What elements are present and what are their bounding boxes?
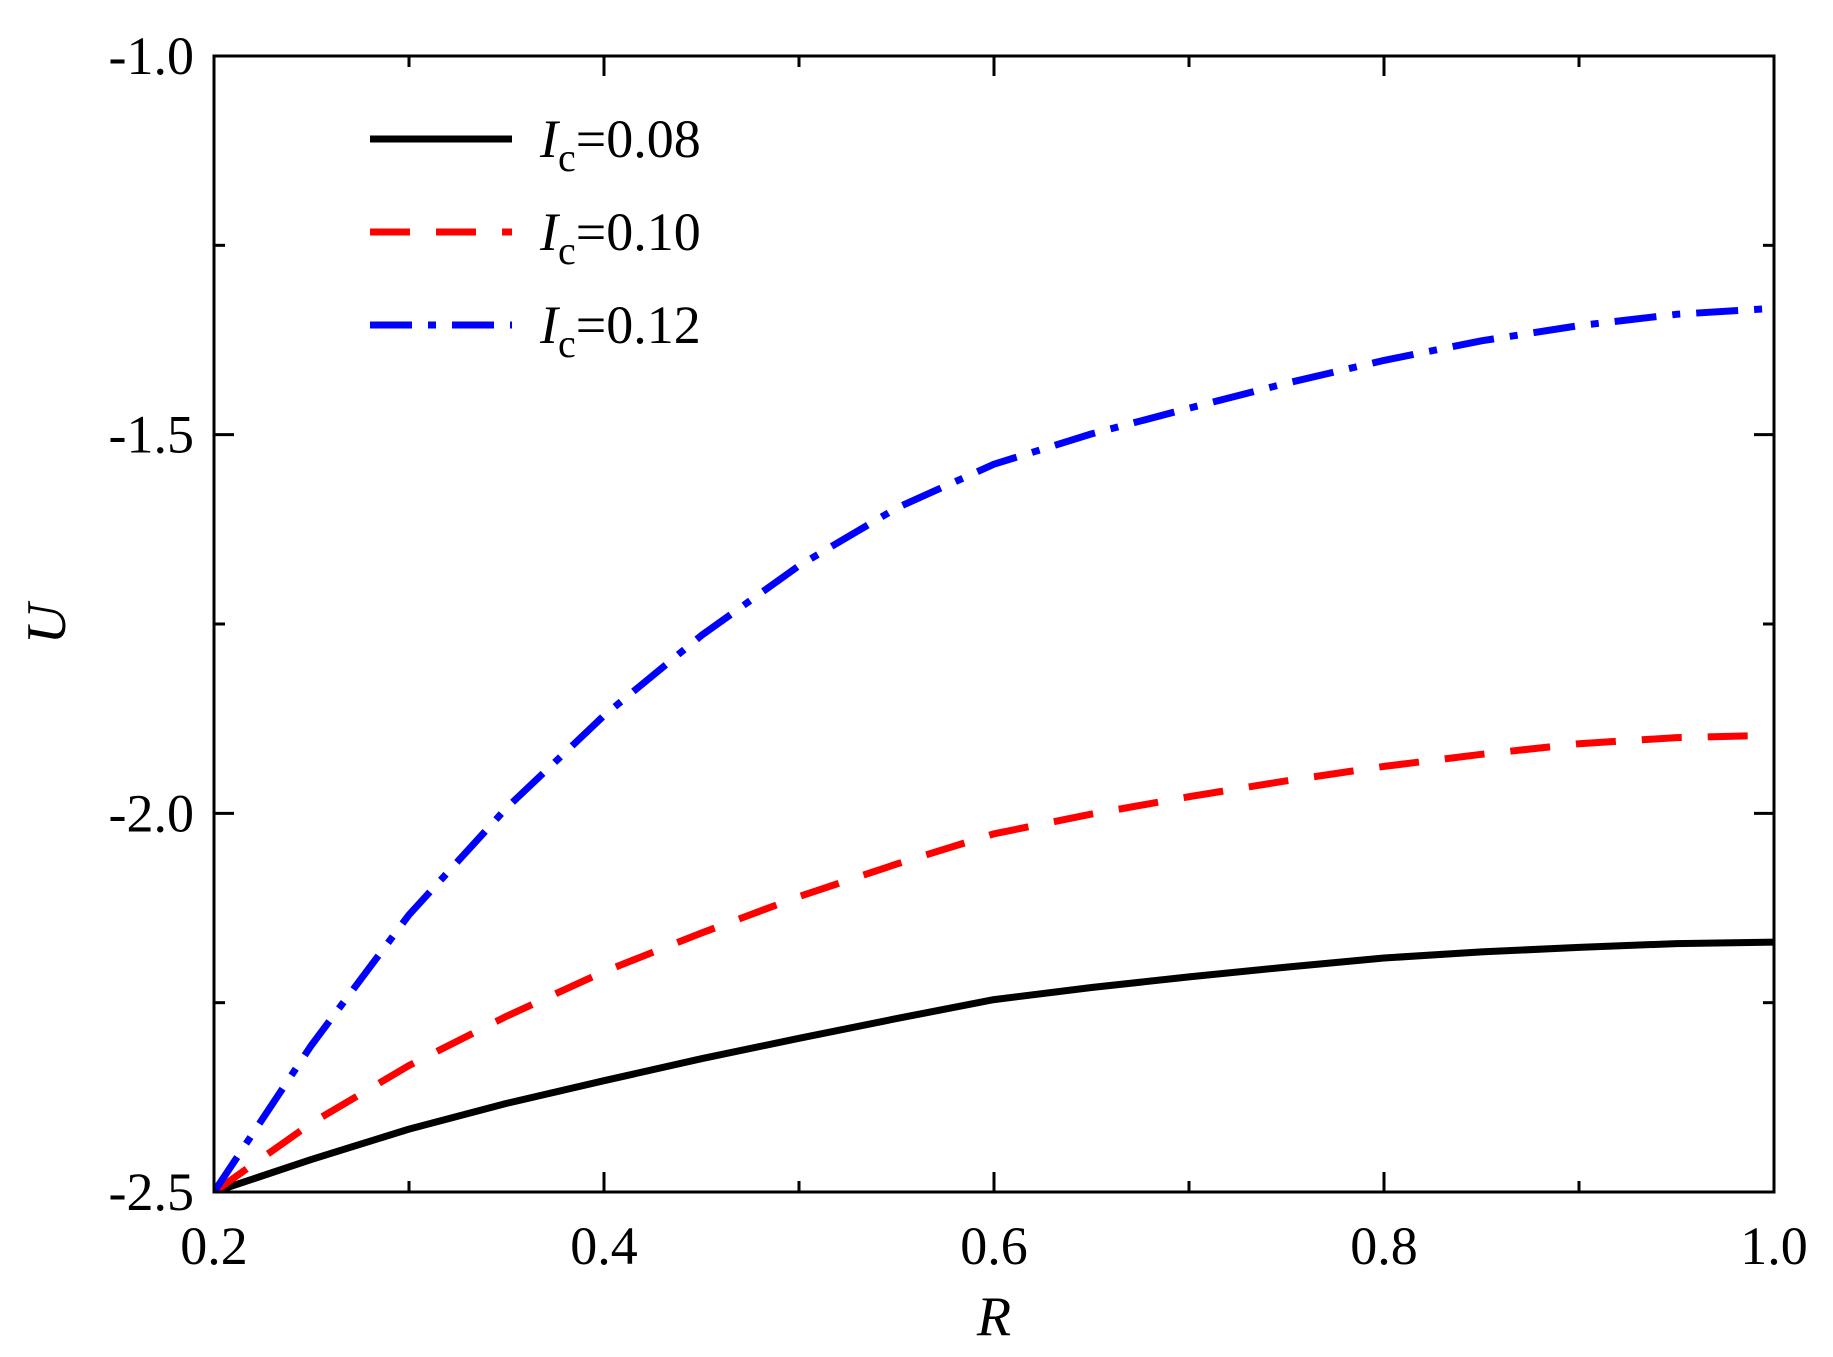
x-axis-label: R bbox=[976, 1286, 1011, 1348]
ticks-layer bbox=[212, 54, 1776, 1194]
series-line-2 bbox=[214, 731, 1774, 1192]
legend-label-symbol: I bbox=[539, 109, 561, 169]
x-tick-label: 0.6 bbox=[960, 1216, 1028, 1276]
x-tick-label: 0.2 bbox=[180, 1216, 248, 1276]
tick-labels-layer: 0.2 0.4 0.6 0.8 1.0 -1.0 -1.5 -2.0 -2.5 bbox=[109, 26, 1808, 1276]
y-tick-label: -2.0 bbox=[109, 783, 194, 843]
legend-label-value: =0.08 bbox=[576, 109, 701, 169]
legend-label-subscript: c bbox=[558, 228, 576, 273]
legend-label-subscript: c bbox=[558, 321, 576, 366]
series-line-3 bbox=[214, 304, 1774, 1192]
legend-label: Ic=0.12 bbox=[539, 295, 701, 366]
legend-label-symbol: I bbox=[539, 295, 561, 355]
y-axis-label: U bbox=[16, 600, 78, 644]
legend-entry-2: Ic=0.10 bbox=[370, 202, 701, 273]
legend-entry-3: Ic=0.12 bbox=[370, 295, 701, 366]
legend-label: Ic=0.08 bbox=[539, 109, 701, 180]
legend-label-value: =0.12 bbox=[576, 295, 701, 355]
legend-label-value: =0.10 bbox=[576, 202, 701, 262]
series-layer bbox=[214, 304, 1774, 1192]
legend-label-subscript: c bbox=[558, 135, 576, 180]
y-tick-label: -2.5 bbox=[109, 1162, 194, 1222]
series-line-1 bbox=[214, 938, 1774, 1192]
legend-entry-1: Ic=0.08 bbox=[370, 109, 701, 180]
x-tick-label: 1.0 bbox=[1740, 1216, 1808, 1276]
legend-label-symbol: I bbox=[539, 202, 561, 262]
x-tick-label: 0.4 bbox=[570, 1216, 638, 1276]
plot-frame bbox=[212, 54, 1776, 1194]
y-tick-label: -1.5 bbox=[109, 405, 194, 465]
legend-label: Ic=0.10 bbox=[539, 202, 701, 273]
y-tick-label: -1.0 bbox=[109, 26, 194, 86]
x-tick-label: 0.8 bbox=[1350, 1216, 1418, 1276]
